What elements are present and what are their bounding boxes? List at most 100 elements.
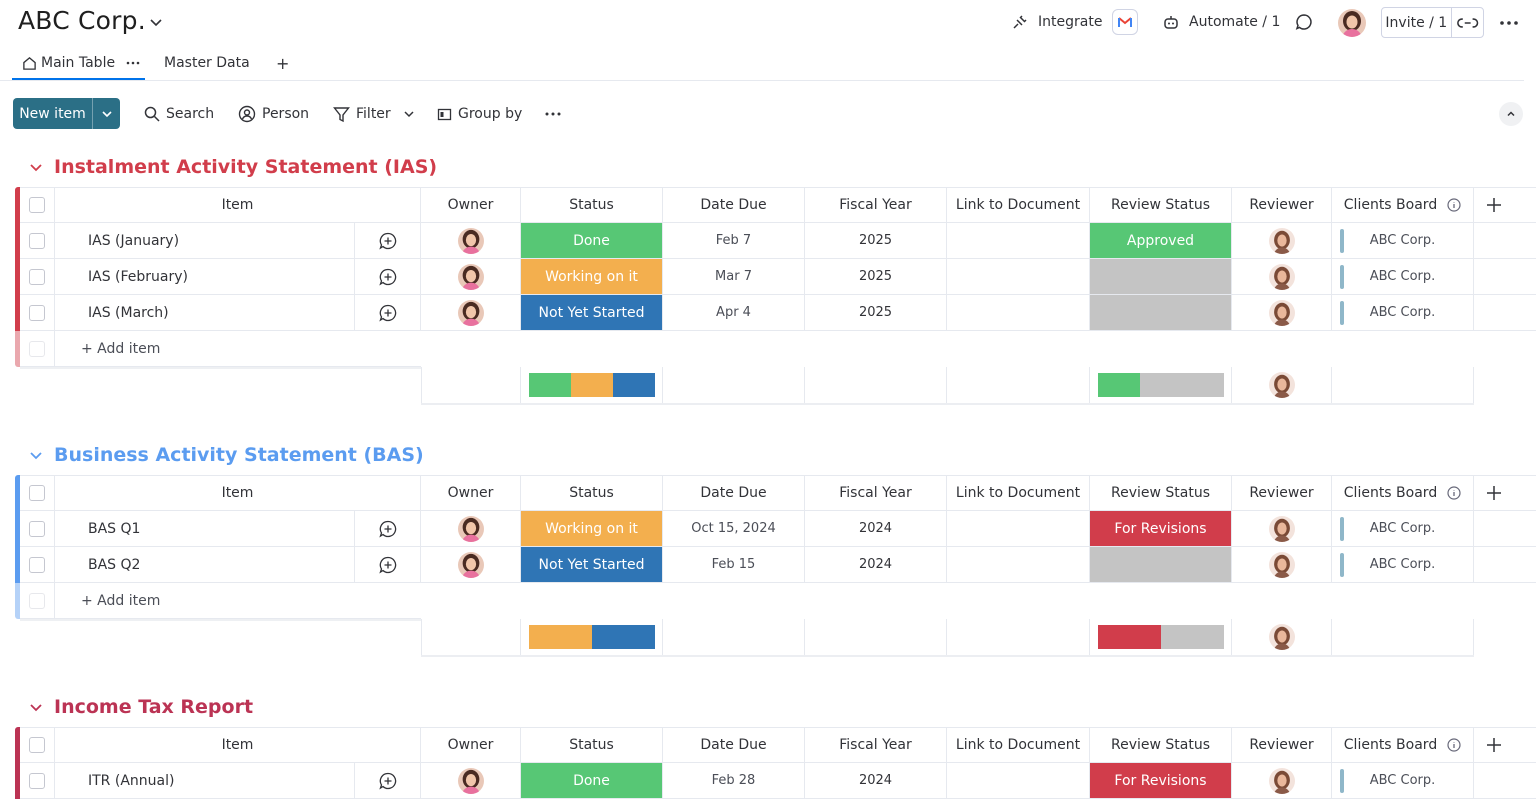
- tab-main-table[interactable]: Main Table: [22, 50, 141, 76]
- item-cell[interactable]: BAS Q2: [55, 546, 421, 583]
- owner-avatar[interactable]: [457, 227, 484, 254]
- column-header-date[interactable]: Date Due: [663, 187, 805, 223]
- link-to-document-cell[interactable]: [947, 295, 1090, 331]
- item-name[interactable]: ITR (Annual): [88, 772, 175, 789]
- link-icon[interactable]: [1452, 14, 1483, 32]
- fiscal-year-cell[interactable]: 2025: [805, 259, 947, 295]
- search-button[interactable]: Search: [144, 100, 214, 128]
- integrate-button[interactable]: Integrate: [1011, 8, 1139, 36]
- add-column-button[interactable]: [1474, 187, 1536, 223]
- item-cell[interactable]: IAS (February): [55, 258, 421, 295]
- group-title[interactable]: Business Activity Statement (BAS): [0, 442, 424, 468]
- column-header-date[interactable]: Date Due: [663, 727, 805, 763]
- clients-board-cell[interactable]: ABC Corp.: [1332, 259, 1474, 295]
- reviewer-cell[interactable]: [1232, 295, 1332, 331]
- review-status-cell[interactable]: [1090, 547, 1232, 583]
- info-icon[interactable]: [1447, 485, 1461, 500]
- column-header-reviewer[interactable]: Reviewer: [1232, 187, 1332, 223]
- reviewer-cell[interactable]: [1232, 223, 1332, 259]
- column-header-review[interactable]: Review Status: [1090, 727, 1232, 763]
- column-header-owner[interactable]: Owner: [421, 475, 521, 511]
- add-column-button[interactable]: [1474, 475, 1536, 511]
- group-title[interactable]: Instalment Activity Statement (IAS): [0, 154, 437, 180]
- item-name[interactable]: BAS Q1: [88, 520, 141, 537]
- fiscal-year-cell[interactable]: 2024: [805, 547, 947, 583]
- owner-cell[interactable]: [421, 763, 521, 799]
- review-status-cell[interactable]: For Revisions: [1090, 763, 1232, 799]
- date-due-cell[interactable]: Apr 4: [663, 295, 805, 331]
- column-header-owner[interactable]: Owner: [421, 727, 521, 763]
- chevron-down-icon[interactable]: [28, 159, 44, 175]
- owner-avatar[interactable]: [457, 551, 484, 578]
- review-status-cell[interactable]: Approved: [1090, 223, 1232, 259]
- owner-cell[interactable]: [421, 295, 521, 331]
- review-status-cell[interactable]: [1090, 295, 1232, 331]
- clients-board-cell[interactable]: ABC Corp.: [1332, 511, 1474, 547]
- column-header-client[interactable]: Clients Board: [1332, 475, 1474, 511]
- status-cell[interactable]: Not Yet Started: [521, 547, 663, 583]
- date-due-cell[interactable]: Feb 7: [663, 223, 805, 259]
- filter-button[interactable]: Filter: [333, 100, 415, 128]
- add-item-button[interactable]: + Add item: [55, 583, 421, 619]
- link-to-document-cell[interactable]: [947, 511, 1090, 547]
- review-summary-bar[interactable]: [1098, 625, 1224, 649]
- more-icon[interactable]: [125, 58, 141, 68]
- row-checkbox[interactable]: [29, 772, 45, 789]
- clients-board-cell[interactable]: ABC Corp.: [1332, 547, 1474, 583]
- owner-cell[interactable]: [421, 259, 521, 295]
- row-checkbox[interactable]: [29, 556, 45, 573]
- owner-cell[interactable]: [421, 223, 521, 259]
- chevron-down-icon[interactable]: [28, 699, 44, 715]
- review-status-cell[interactable]: For Revisions: [1090, 511, 1232, 547]
- column-header-status[interactable]: Status: [521, 475, 663, 511]
- link-to-document-cell[interactable]: [947, 763, 1090, 799]
- column-header-status[interactable]: Status: [521, 727, 663, 763]
- column-header-item[interactable]: Item: [55, 475, 421, 511]
- add-update-icon[interactable]: [354, 294, 420, 331]
- reviewer-avatar[interactable]: [1268, 263, 1295, 290]
- clients-board-cell[interactable]: ABC Corp.: [1332, 295, 1474, 331]
- reviewer-avatar[interactable]: [1268, 515, 1295, 542]
- add-update-icon[interactable]: [354, 510, 420, 547]
- link-to-document-cell[interactable]: [947, 223, 1090, 259]
- new-item-dropdown[interactable]: [93, 108, 120, 120]
- chevron-down-icon[interactable]: [148, 14, 164, 30]
- column-header-review[interactable]: Review Status: [1090, 475, 1232, 511]
- collapse-header-button[interactable]: [1499, 102, 1523, 126]
- add-item-button[interactable]: + Add item: [55, 331, 421, 367]
- user-avatar[interactable]: [1338, 9, 1366, 37]
- column-header-fy[interactable]: Fiscal Year: [805, 475, 947, 511]
- status-summary-bar[interactable]: [529, 625, 655, 649]
- board-title[interactable]: ABC Corp.: [18, 6, 146, 35]
- reviewer-cell[interactable]: [1232, 511, 1332, 547]
- reviewer-cell[interactable]: [1232, 763, 1332, 799]
- group-title[interactable]: Income Tax Report: [0, 694, 253, 720]
- clients-board-cell[interactable]: ABC Corp.: [1332, 223, 1474, 259]
- status-cell[interactable]: Done: [521, 223, 663, 259]
- column-header-date[interactable]: Date Due: [663, 475, 805, 511]
- add-view-button[interactable]: +: [276, 53, 290, 73]
- owner-avatar[interactable]: [457, 263, 484, 290]
- date-due-cell[interactable]: Mar 7: [663, 259, 805, 295]
- info-icon[interactable]: [1447, 737, 1461, 752]
- more-icon[interactable]: [1498, 14, 1520, 32]
- column-header-status[interactable]: Status: [521, 187, 663, 223]
- reviewer-avatar[interactable]: [1268, 227, 1295, 254]
- comment-icon[interactable]: [1295, 13, 1313, 31]
- row-checkbox[interactable]: [29, 268, 45, 285]
- status-cell[interactable]: Not Yet Started: [521, 295, 663, 331]
- column-header-client[interactable]: Clients Board: [1332, 187, 1474, 223]
- owner-cell[interactable]: [421, 547, 521, 583]
- add-update-icon[interactable]: [354, 258, 420, 295]
- link-to-document-cell[interactable]: [947, 547, 1090, 583]
- column-header-link[interactable]: Link to Document: [947, 727, 1090, 763]
- add-update-icon[interactable]: [354, 762, 420, 799]
- column-header-reviewer[interactable]: Reviewer: [1232, 475, 1332, 511]
- column-header-link[interactable]: Link to Document: [947, 475, 1090, 511]
- tab-master-data[interactable]: Master Data: [164, 55, 250, 71]
- status-summary-bar[interactable]: [529, 373, 655, 397]
- item-cell[interactable]: BAS Q1: [55, 510, 421, 547]
- reviewer-avatar[interactable]: [1268, 551, 1295, 578]
- column-header-review[interactable]: Review Status: [1090, 187, 1232, 223]
- status-cell[interactable]: Working on it: [521, 511, 663, 547]
